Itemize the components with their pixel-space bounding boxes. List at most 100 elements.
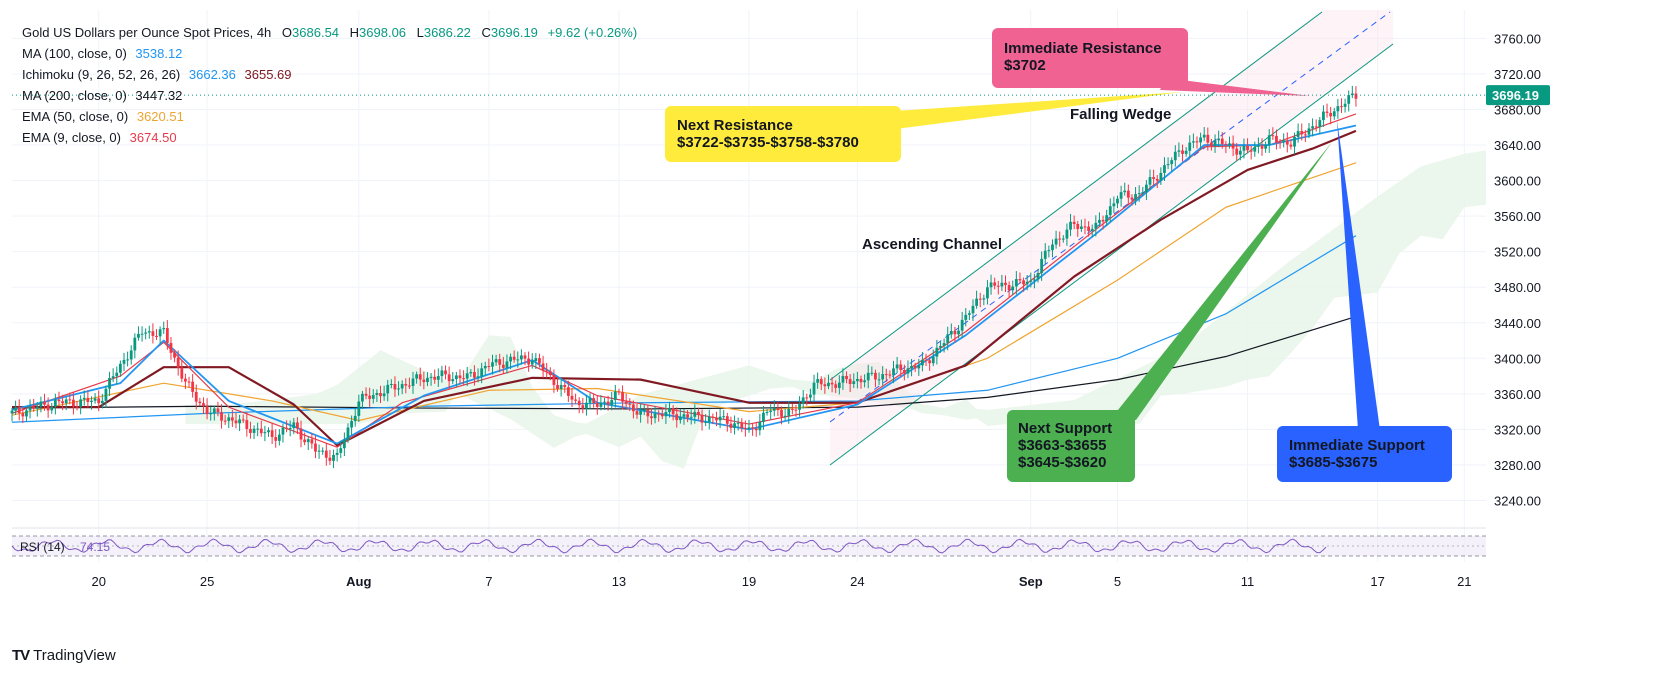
candle-body: [1246, 145, 1249, 151]
candle-body: [299, 428, 303, 440]
candle-body: [874, 372, 877, 380]
candle-body: [1340, 106, 1343, 108]
candle-body: [939, 345, 942, 348]
candle-body: [1033, 279, 1036, 281]
candle-body: [10, 410, 14, 414]
candle-body: [404, 384, 408, 386]
next-resistance-box: [665, 106, 901, 162]
candle-body: [754, 428, 758, 431]
candle-body: [483, 366, 487, 369]
indicator-ema9[interactable]: EMA (9, close, 0) 3674.50: [22, 127, 637, 148]
candle-body: [1343, 103, 1347, 107]
next-support-pointer: [1110, 142, 1332, 420]
close-value: 3696.19: [490, 25, 538, 40]
candle-body: [1228, 143, 1231, 146]
next-support-title: Next Support: [1018, 420, 1112, 437]
y-tick-label: 3600.00: [1494, 174, 1541, 189]
symbol-title: Gold US Dollars per Ounce Spot Prices, 4…: [22, 25, 272, 40]
candle-body: [162, 328, 166, 330]
candle-body: [845, 375, 848, 380]
candle-body: [975, 298, 979, 306]
indicator-ema50[interactable]: EMA (50, close, 0) 3620.51: [22, 106, 637, 127]
candle-body: [357, 401, 361, 416]
candle-body: [592, 398, 596, 404]
current-price-text: 3696.19: [1492, 88, 1539, 103]
candle-body: [530, 361, 534, 365]
candle-body: [158, 329, 162, 337]
candle-body: [855, 378, 859, 382]
x-tick-label: 11: [1241, 574, 1255, 589]
candle-body: [230, 417, 234, 421]
candle-body: [653, 413, 657, 419]
indicator-ma200[interactable]: MA (200, close, 0) 3447.32: [22, 85, 637, 106]
candle-body: [830, 382, 834, 385]
candle-body: [335, 452, 339, 455]
indicator-ma100[interactable]: MA (100, close, 0) 3538.12: [22, 43, 637, 64]
candle-body: [1076, 223, 1080, 229]
candle-body: [935, 347, 939, 357]
candle-body: [173, 352, 176, 358]
tradingview-footer[interactable]: TV TradingView: [12, 645, 116, 665]
candle-body: [758, 421, 762, 431]
ascending-channel: [829, 10, 1394, 466]
candle-body: [801, 397, 805, 404]
indicator-ichimoku[interactable]: Ichimoku (9, 26, 52, 26, 26) 3662.36 365…: [22, 64, 637, 85]
candle-body: [1199, 137, 1202, 143]
candle-body: [82, 397, 86, 400]
candle-body: [1231, 143, 1235, 149]
candle-body: [798, 403, 801, 410]
candle-body: [473, 372, 476, 378]
rsi-label: RSI (14): [20, 540, 65, 554]
x-tick-label: 21: [1457, 574, 1471, 589]
y-tick-label: 3680.00: [1494, 103, 1541, 118]
candle-body: [1181, 150, 1184, 154]
candle-body: [184, 378, 187, 382]
candle-body: [389, 384, 393, 386]
candle-body: [386, 384, 390, 394]
candle-body: [324, 450, 328, 458]
candle-body: [1210, 142, 1213, 146]
candle-body: [1285, 140, 1289, 145]
candle-body: [32, 406, 36, 409]
candle-body: [28, 406, 32, 411]
close-label: C: [481, 25, 491, 40]
candle-body: [765, 411, 769, 413]
candle-body: [64, 399, 68, 404]
candle-body: [252, 428, 256, 433]
candle-body: [465, 373, 469, 379]
candle-body: [545, 370, 549, 372]
candle-body: [223, 420, 227, 422]
candle-body: [1166, 164, 1170, 166]
candle-body: [35, 406, 39, 409]
candle-body: [191, 381, 195, 392]
candle-body: [957, 330, 960, 335]
candle-body: [25, 410, 28, 417]
candle-body: [877, 379, 881, 381]
candle-body: [238, 419, 242, 424]
candle-body: [989, 282, 993, 288]
candle-body: [1018, 279, 1022, 281]
candle-body: [686, 414, 689, 418]
candle-body: [603, 401, 606, 403]
candle-body: [740, 422, 744, 429]
candle-body: [350, 421, 353, 428]
candle-body: [566, 387, 570, 396]
candle-body: [819, 379, 823, 385]
low-label: L: [416, 25, 424, 40]
x-tick-label: 7: [485, 574, 492, 589]
candle-body: [1137, 193, 1141, 195]
candle-body: [408, 385, 411, 387]
indicator-label: MA (200, close, 0): [22, 88, 127, 103]
candle-body: [581, 405, 585, 409]
candle-body: [519, 355, 523, 360]
candle-body: [809, 394, 812, 398]
candle-body: [1271, 135, 1275, 137]
candle-body: [693, 411, 697, 417]
candle-body: [426, 377, 429, 383]
x-tick-label: 5: [1114, 574, 1121, 589]
cloud-fill: [185, 150, 1487, 469]
candle-body: [971, 305, 975, 314]
candle-body: [1195, 141, 1199, 143]
candle-body: [469, 372, 473, 374]
